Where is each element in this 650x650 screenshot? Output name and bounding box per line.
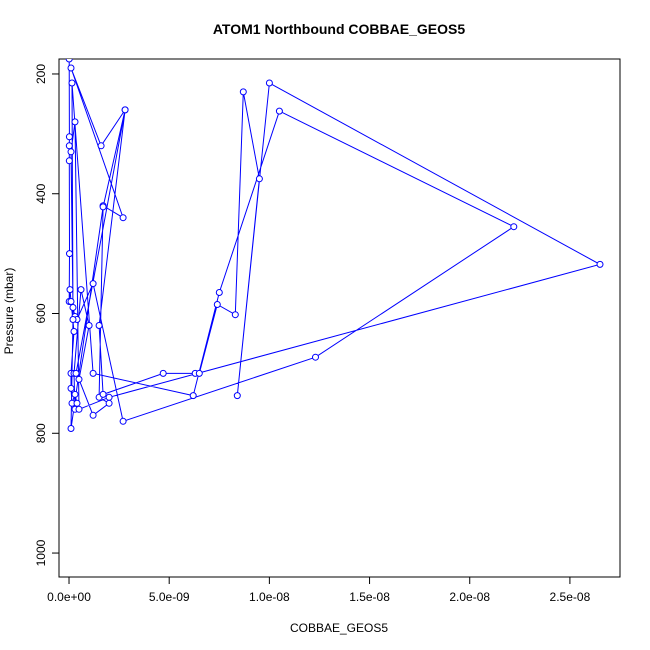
data-point <box>75 375 83 383</box>
data-point <box>66 286 74 294</box>
x-axis-label: COBBAE_GEOS5 <box>290 621 388 635</box>
y-axis: 200 400 600 800 1000 <box>34 64 60 566</box>
data-point <box>97 142 105 150</box>
data-point <box>77 286 85 294</box>
data-point <box>65 142 73 150</box>
x-tick-label: 1.0e-08 <box>249 590 290 604</box>
y-tick-label: 1000 <box>34 539 48 566</box>
data-layer <box>65 59 604 432</box>
data-point <box>89 411 97 419</box>
data-point <box>65 133 73 141</box>
data-point <box>121 106 129 114</box>
data-point <box>275 107 283 115</box>
data-point <box>189 392 197 400</box>
data-point <box>265 79 273 87</box>
chart-title: ATOM1 Northbound COBBAE_GEOS5 <box>213 21 465 37</box>
data-point <box>95 322 103 329</box>
data-point <box>67 384 75 392</box>
data-point <box>195 369 203 377</box>
data-point <box>99 203 107 211</box>
x-tick-label: 0.0e+00 <box>47 590 91 604</box>
data-point <box>69 304 77 311</box>
y-axis-label: Pressure (mbar) <box>2 268 16 355</box>
x-tick-label: 5.0e-09 <box>149 590 190 604</box>
data-point <box>65 59 73 63</box>
data-point <box>73 399 81 407</box>
data-point <box>67 298 75 305</box>
data-point <box>75 405 83 413</box>
x-tick-label: 2.0e-08 <box>449 590 490 604</box>
data-point <box>85 322 93 329</box>
y-tick-label: 600 <box>34 303 48 323</box>
data-point <box>70 328 78 335</box>
data-point <box>215 289 223 296</box>
data-point <box>71 390 79 398</box>
data-point <box>89 280 97 288</box>
data-point <box>105 399 113 407</box>
data-point <box>596 260 604 268</box>
data-point <box>67 148 75 156</box>
data-point <box>72 369 80 377</box>
data-point <box>239 88 247 96</box>
data-point <box>69 316 77 323</box>
data-point <box>119 417 127 425</box>
data-point <box>68 79 76 87</box>
data-point <box>105 393 113 401</box>
data-point <box>71 118 79 126</box>
data-point <box>66 250 73 258</box>
data-point <box>89 369 97 377</box>
data-point <box>67 425 75 432</box>
data-point <box>510 223 518 231</box>
data-point <box>233 392 241 400</box>
data-point <box>255 175 263 183</box>
y-tick-label: 800 <box>34 423 48 443</box>
data-point <box>213 301 221 308</box>
data-point <box>119 214 127 222</box>
data-point <box>312 353 319 361</box>
x-tick-label: 2.5e-08 <box>550 590 591 604</box>
x-axis: 0.0e+00 5.0e-09 1.0e-08 1.5e-08 2.0e-08 2.5e-… <box>47 576 591 604</box>
plot-frame <box>58 58 621 578</box>
y-tick-label: 400 <box>34 183 48 203</box>
data-point <box>231 311 239 319</box>
data-point <box>65 157 73 165</box>
data-point <box>99 390 107 398</box>
series-line <box>68 59 602 429</box>
x-tick-label: 1.5e-08 <box>349 590 390 604</box>
y-tick-label: 200 <box>34 64 48 84</box>
data-point <box>159 369 167 377</box>
data-point <box>67 64 75 72</box>
